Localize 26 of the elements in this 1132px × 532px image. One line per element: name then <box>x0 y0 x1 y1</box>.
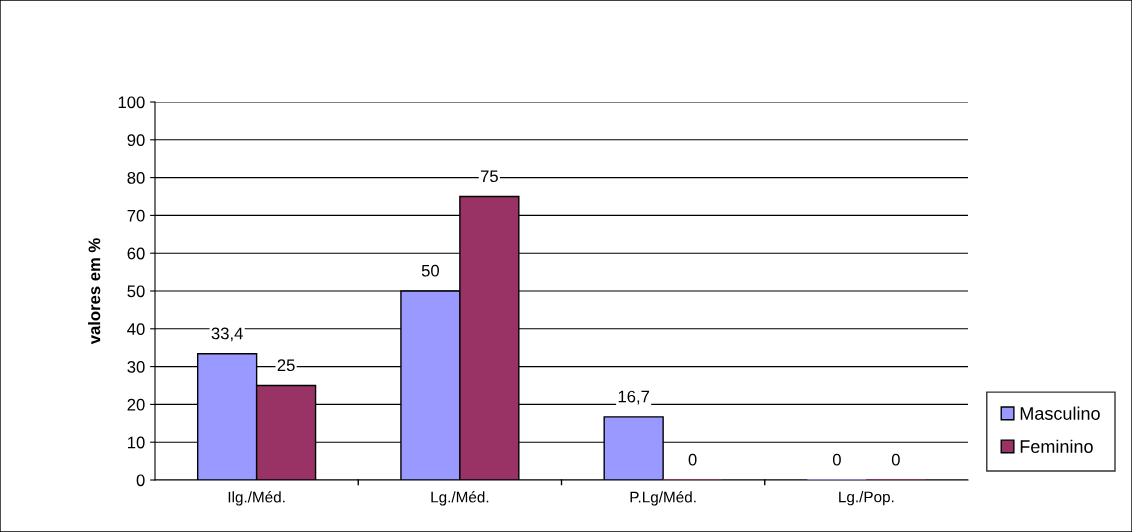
y-tick-label: 70 <box>127 209 145 222</box>
y-tick-label: 20 <box>127 398 145 411</box>
data-label: 0 <box>891 453 900 466</box>
y-tick-label: 30 <box>127 361 145 373</box>
data-label: 50 <box>421 264 440 277</box>
x-tick-label: Lg./Méd. <box>431 491 489 506</box>
y-axis-title: valores em % <box>88 238 101 345</box>
data-label: 25 <box>277 359 295 372</box>
x-tick-label: Ilg./Méd. <box>228 491 285 506</box>
y-tick-label: 0 <box>136 474 145 487</box>
y-tick-label: 50 <box>127 285 145 298</box>
y-tick-label: 100 <box>118 96 145 109</box>
x-tick-label: P.Lg/Méd. <box>630 491 696 506</box>
data-label: 16,7 <box>618 390 650 405</box>
data-label: 0 <box>832 453 841 466</box>
y-tick-label: 10 <box>128 436 145 449</box>
y-tick-label: 90 <box>127 134 145 146</box>
x-tick-label: Lg./Pop. <box>839 491 894 506</box>
legend-label: Feminino <box>1020 439 1093 453</box>
data-label: 33,4 <box>211 327 243 342</box>
y-tick-label: 60 <box>127 247 145 260</box>
data-label: 75 <box>480 170 498 183</box>
y-tick-label: 80 <box>127 172 145 184</box>
y-tick-label: 40 <box>127 323 145 335</box>
data-label: 0 <box>688 453 697 466</box>
legend-label: Masculino <box>1020 406 1100 420</box>
